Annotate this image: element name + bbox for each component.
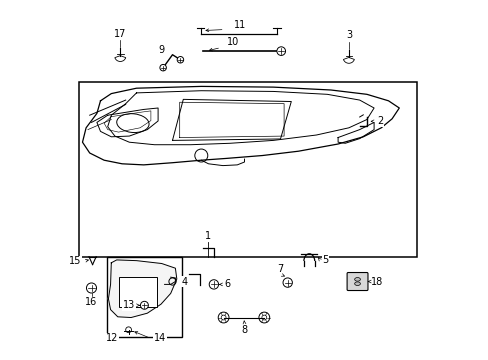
Polygon shape (108, 260, 177, 318)
Text: 9: 9 (158, 45, 163, 55)
Circle shape (177, 57, 183, 63)
Circle shape (160, 64, 166, 71)
Text: 3: 3 (345, 30, 351, 40)
Text: 11: 11 (233, 19, 245, 30)
Circle shape (276, 47, 285, 55)
Text: 1: 1 (205, 231, 211, 241)
Text: 4: 4 (181, 276, 187, 287)
Circle shape (209, 280, 218, 289)
Text: 12: 12 (106, 333, 118, 343)
Bar (79, 82, 416, 257)
Text: 14: 14 (153, 333, 166, 343)
Text: 18: 18 (370, 276, 383, 287)
Text: 10: 10 (227, 37, 239, 47)
FancyBboxPatch shape (346, 273, 367, 291)
Text: 6: 6 (224, 279, 230, 289)
Text: 7: 7 (277, 264, 283, 274)
Text: 17: 17 (114, 28, 126, 39)
Text: 5: 5 (322, 255, 328, 265)
Ellipse shape (354, 278, 360, 281)
Circle shape (283, 278, 292, 287)
Text: 15: 15 (69, 256, 81, 266)
Circle shape (140, 301, 148, 309)
Text: 8: 8 (241, 325, 247, 336)
Ellipse shape (354, 282, 360, 285)
Circle shape (86, 283, 96, 293)
Text: 2: 2 (377, 116, 383, 126)
Text: 16: 16 (85, 297, 98, 307)
Bar (118, 277, 157, 307)
Bar (107, 257, 181, 337)
Text: 13: 13 (122, 300, 135, 310)
